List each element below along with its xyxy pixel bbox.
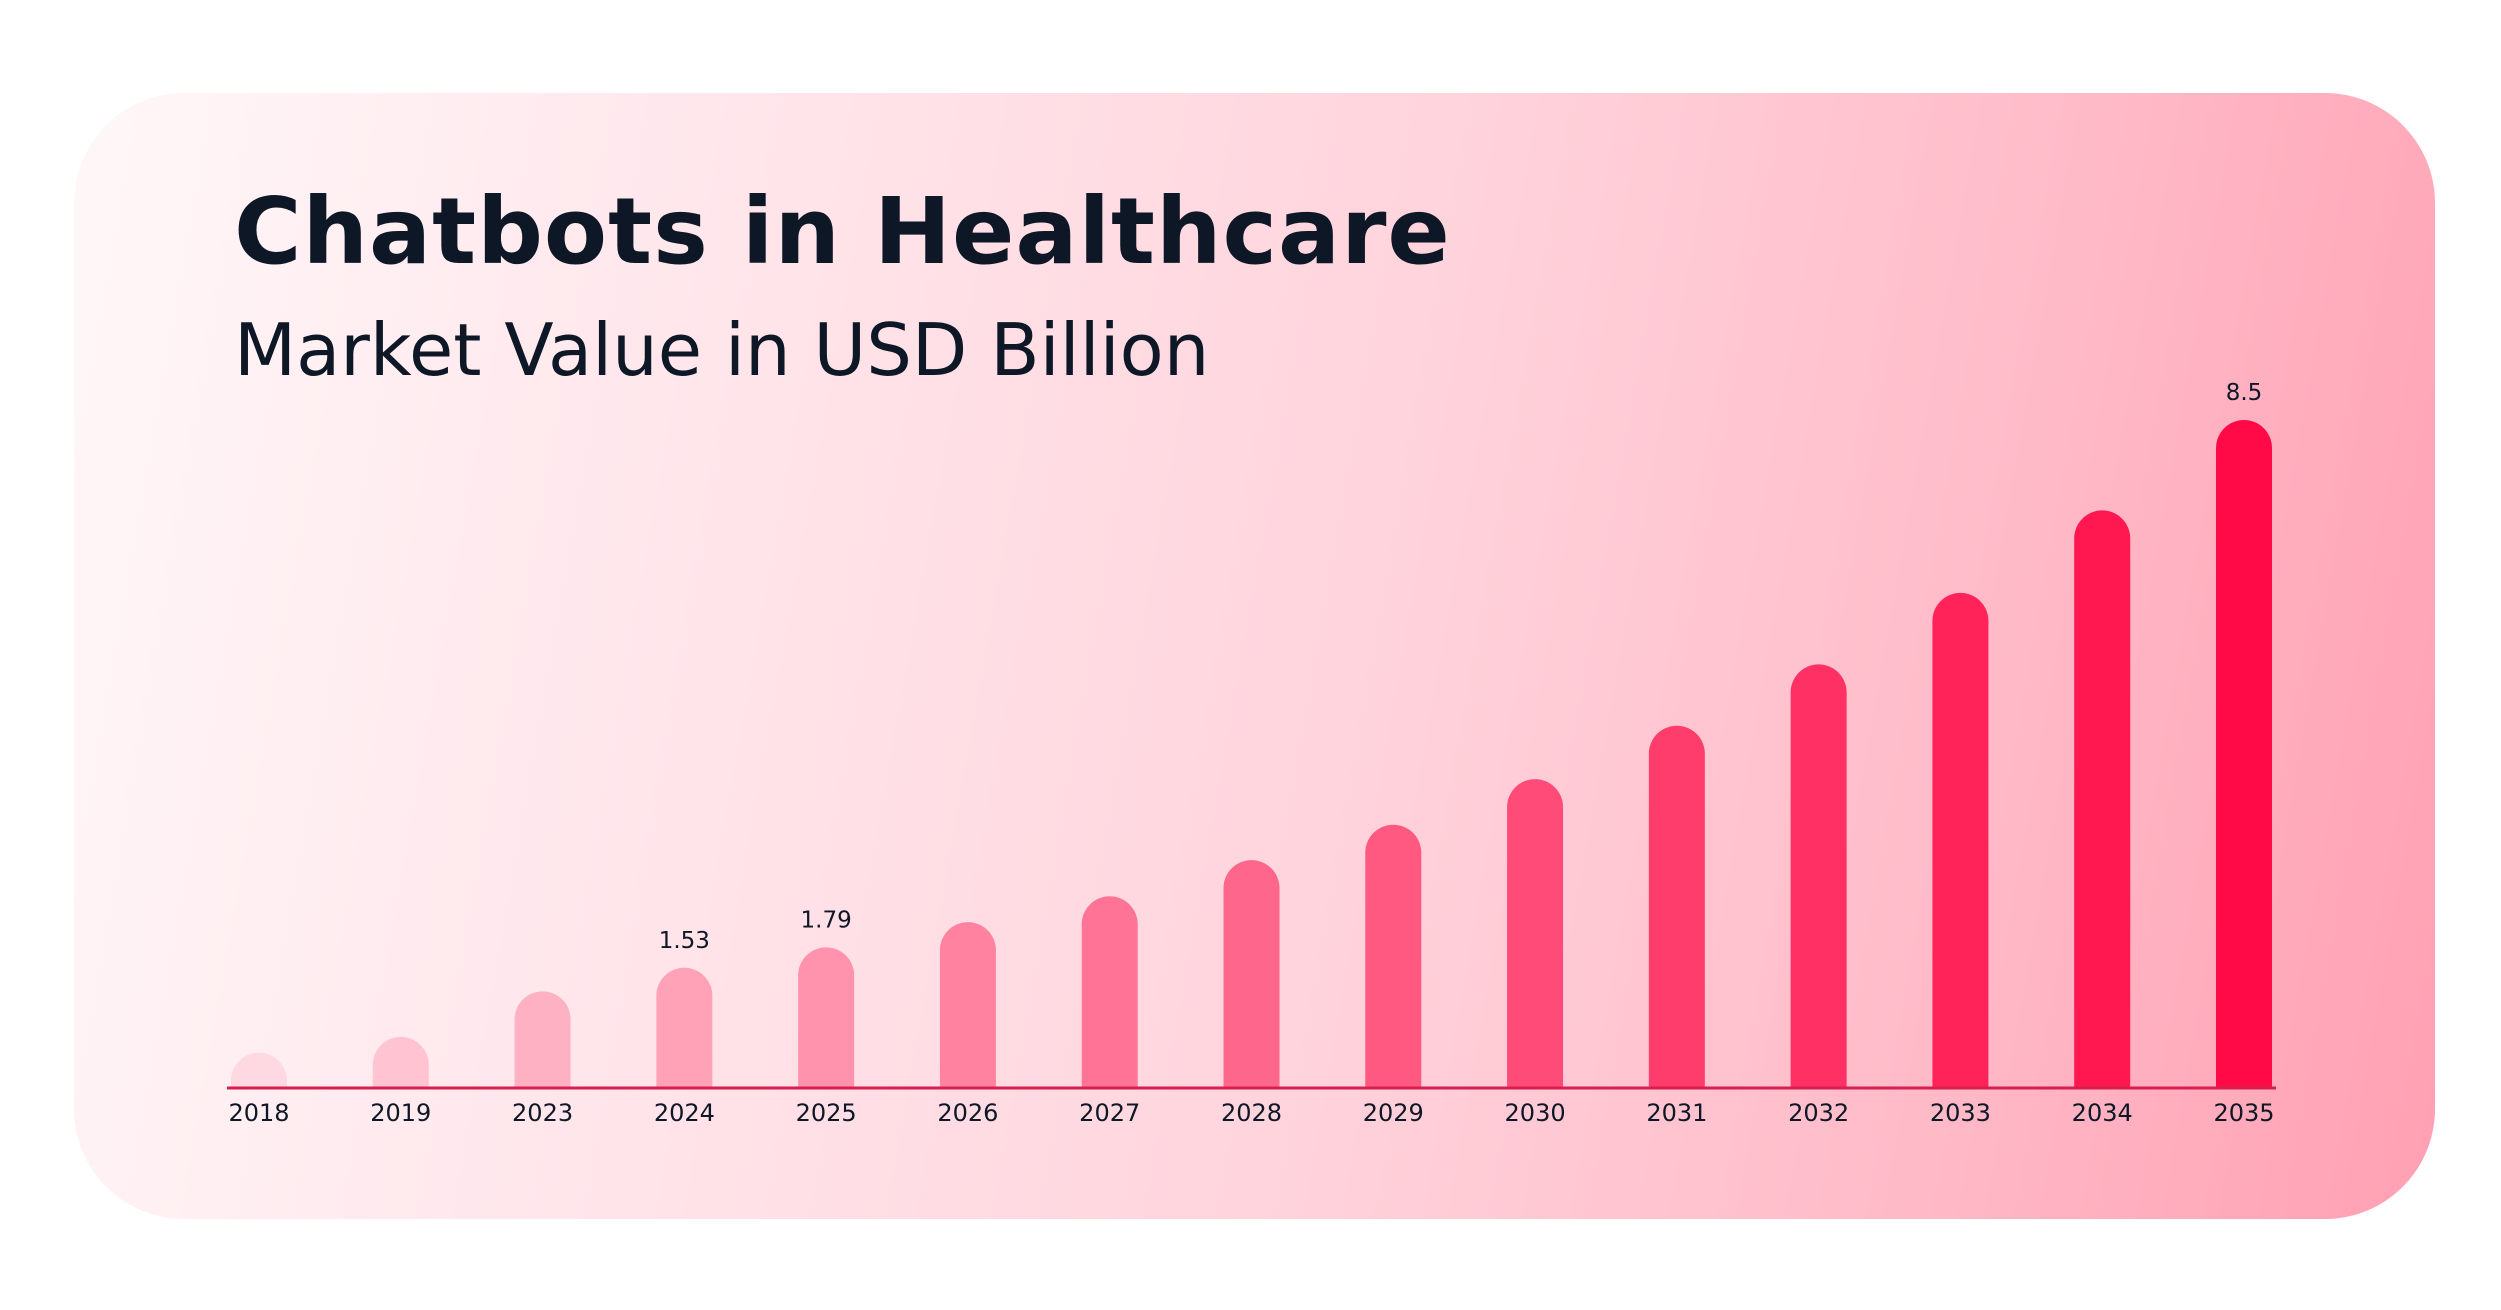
bar-2030	[1507, 779, 1564, 1088]
bar-2029	[1365, 824, 1422, 1088]
bar-2034	[2074, 510, 2131, 1089]
x-tick-label-2023: 2023	[512, 1099, 573, 1127]
bar-2024	[656, 967, 713, 1088]
x-tick-label-2035: 2035	[2213, 1099, 2274, 1127]
x-tick-labels: 2018 2019 2023 2024 2025 2026 2027 2028 2029 2030…	[228, 1099, 2274, 1127]
data-label-2025: 1.79	[801, 907, 852, 933]
x-tick-label-2025: 2025	[796, 1099, 857, 1127]
x-tick-label-2027: 2027	[1079, 1099, 1140, 1127]
chart-title: Chatbots in Healthcare	[234, 178, 1451, 285]
bar-2031	[1648, 725, 1705, 1088]
bar-2032	[1790, 664, 1847, 1088]
bar-2025	[798, 947, 855, 1088]
bars-group	[231, 420, 2272, 1089]
bar-2033	[1932, 592, 1989, 1088]
bar-2035	[2216, 420, 2272, 1088]
data-label-2024: 1.53	[659, 928, 710, 954]
x-tick-label-2024: 2024	[654, 1099, 715, 1127]
x-tick-label-2030: 2030	[1505, 1099, 1566, 1127]
bar-2019	[372, 1036, 429, 1088]
x-tick-label-2034: 2034	[2072, 1099, 2133, 1127]
data-labels: 1.53 1.79 8.5	[659, 380, 2263, 954]
bar-2018	[231, 1052, 287, 1088]
bar-2027	[1081, 896, 1138, 1088]
x-tick-label-2031: 2031	[1646, 1099, 1707, 1127]
chart-subtitle: Market Value in USD Billion	[234, 308, 1210, 392]
bar-2023	[514, 991, 571, 1088]
x-tick-label-2019: 2019	[370, 1099, 431, 1127]
x-tick-label-2026: 2026	[937, 1099, 998, 1127]
x-tick-label-2032: 2032	[1788, 1099, 1849, 1127]
data-label-2035: 8.5	[2226, 380, 2263, 406]
x-tick-label-2029: 2029	[1363, 1099, 1424, 1127]
bar-2026	[939, 922, 996, 1088]
x-tick-label-2028: 2028	[1221, 1099, 1282, 1127]
x-tick-label-2033: 2033	[1930, 1099, 1991, 1127]
x-tick-label-2018: 2018	[228, 1099, 289, 1127]
bar-2028	[1223, 860, 1280, 1088]
